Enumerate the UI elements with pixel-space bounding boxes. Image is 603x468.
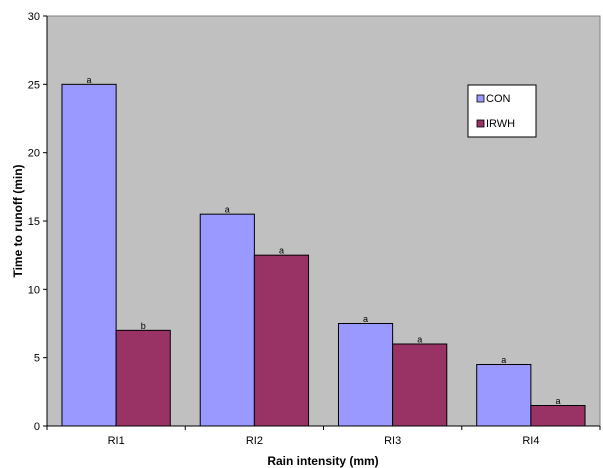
legend: CON IRWH bbox=[467, 84, 537, 138]
data-label-con-ri1: a bbox=[87, 75, 92, 85]
x-tick-label-ri3: RI3 bbox=[384, 435, 401, 447]
y-tick-label: 0 bbox=[34, 421, 40, 433]
bars bbox=[61, 83, 586, 427]
legend-swatch-irwh bbox=[476, 119, 485, 128]
data-label-irwh-ri3: a bbox=[417, 335, 422, 345]
data-label-con-ri4: a bbox=[501, 355, 506, 365]
legend-label-irwh: IRWH bbox=[486, 118, 515, 130]
bar-con-ri3 bbox=[337, 323, 394, 427]
bar-irwh-ri4 bbox=[530, 405, 586, 427]
data-label-con-ri3: a bbox=[363, 314, 368, 324]
y-tick-label: 15 bbox=[28, 216, 40, 228]
y-axis-title: Time to runoff (min) bbox=[11, 164, 25, 277]
x-tick-label-ri1: RI1 bbox=[108, 435, 125, 447]
bar-con-ri2 bbox=[199, 213, 255, 427]
bar-irwh-ri3 bbox=[392, 343, 448, 427]
bar-irwh-ri2 bbox=[253, 254, 310, 427]
legend-swatch-con bbox=[476, 94, 485, 103]
bar-irwh-ri1 bbox=[115, 329, 171, 427]
x-tick-label-ri2: RI2 bbox=[246, 435, 263, 447]
y-tick-label: 20 bbox=[28, 148, 40, 160]
x-axis-title: Rain intensity (mm) bbox=[267, 454, 378, 468]
data-label-con-ri2: a bbox=[225, 205, 230, 215]
y-tick-label: 25 bbox=[28, 79, 40, 91]
data-label-irwh-ri1: b bbox=[141, 321, 146, 331]
y-tick-label: 10 bbox=[28, 284, 40, 296]
y-tick-label: 5 bbox=[34, 353, 40, 365]
bar-con-ri1 bbox=[61, 83, 117, 427]
data-label-irwh-ri2: a bbox=[279, 246, 284, 256]
legend-box bbox=[467, 84, 537, 138]
y-axis-ticks: 0 5 10 15 20 25 30 bbox=[28, 11, 47, 433]
legend-label-con: CON bbox=[486, 93, 511, 105]
x-axis-ticks: RI1 RI2 RI3 RI4 bbox=[46, 426, 601, 447]
data-label-irwh-ri4: a bbox=[555, 396, 560, 406]
data-labels: a b a a a a a a bbox=[87, 75, 561, 406]
bar-con-ri4 bbox=[476, 364, 532, 427]
x-tick-label-ri4: RI4 bbox=[522, 435, 539, 447]
y-tick-label: 30 bbox=[28, 11, 40, 23]
